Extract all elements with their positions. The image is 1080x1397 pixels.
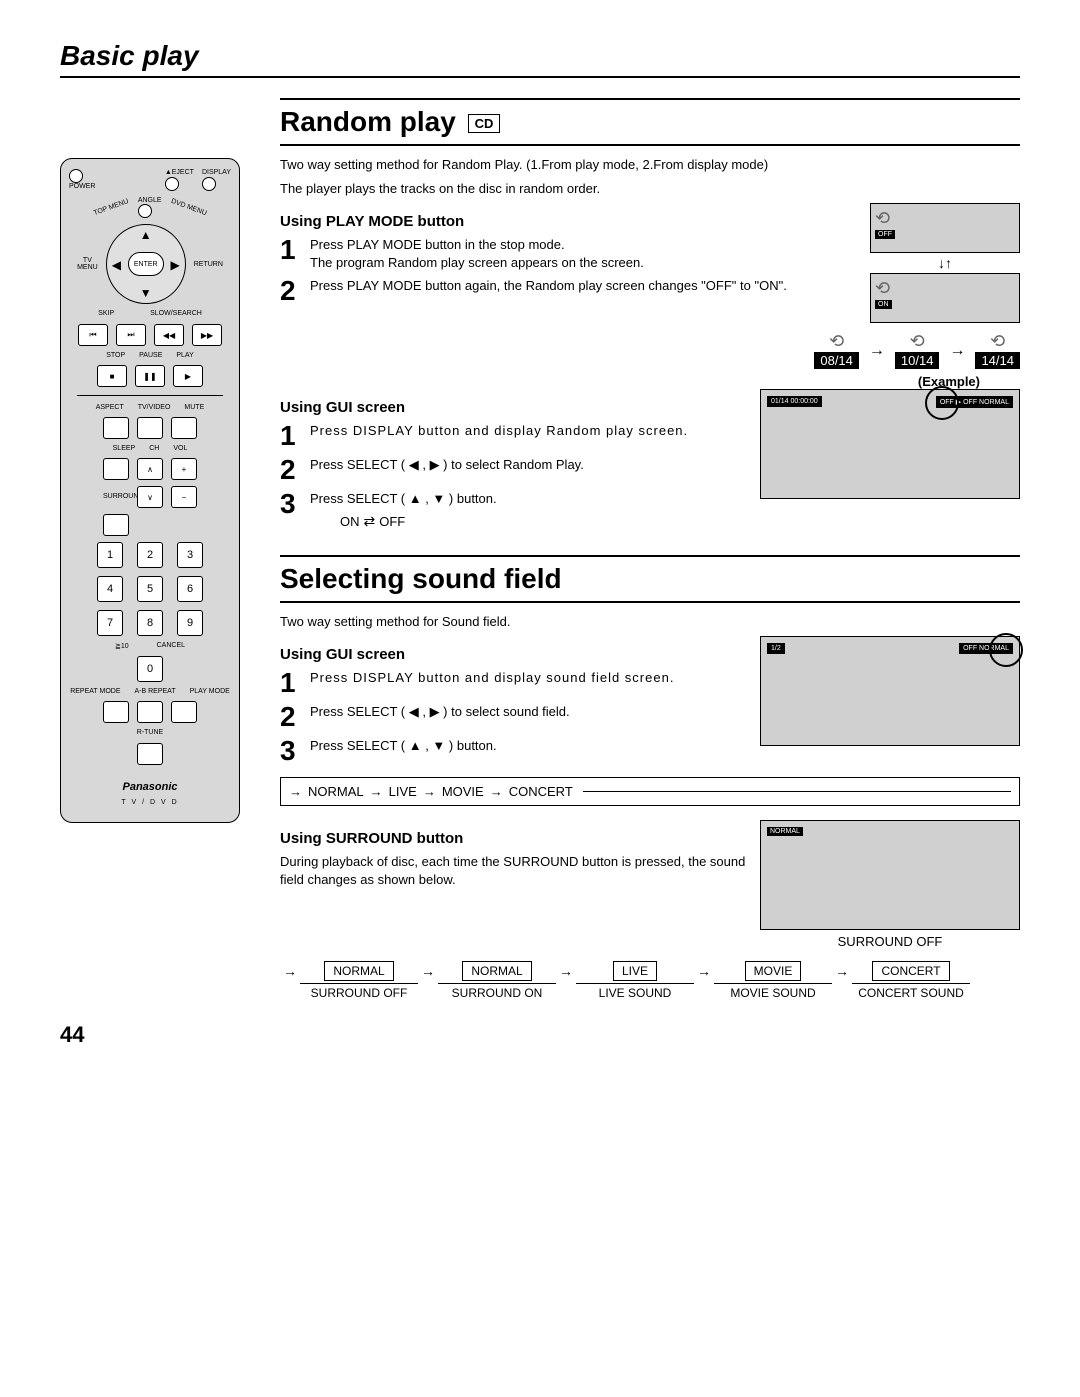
step-text: Press SELECT ( ▲ , ▼ ) button. ON⇄OFF xyxy=(310,490,750,530)
power-button[interactable] xyxy=(69,169,83,183)
key-2[interactable]: 2 xyxy=(137,542,163,568)
osd-arrows: ↓↑ xyxy=(938,255,952,271)
step-text: Press DISPLAY button and display Random … xyxy=(310,422,750,440)
key-8[interactable]: 8 xyxy=(137,610,163,636)
brand-label: Panasonic xyxy=(122,781,177,793)
osd-gui-sound: 1/2 OFF NORMAL xyxy=(760,636,1020,746)
osd-on: ⟲ON xyxy=(870,273,1020,323)
step-text: Press SELECT ( ▲ , ▼ ) button. xyxy=(310,737,750,755)
step-text: Press SELECT ( ◀ , ▶ ) to select sound f… xyxy=(310,703,750,721)
stop-button[interactable]: ■ xyxy=(97,365,127,387)
pause-button[interactable]: ❚❚ xyxy=(135,365,165,387)
key-6[interactable]: 6 xyxy=(177,576,203,602)
abrepeat-button[interactable] xyxy=(137,701,163,723)
track-sequence: ⟲08/14 → ⟲10/14 → ⟲14/14 xyxy=(280,331,1020,370)
down-arrow-icon[interactable]: ▼ xyxy=(140,286,152,300)
vol-down-button[interactable]: − xyxy=(171,486,197,508)
number-keypad: 1 2 3 4 5 6 7 8 9 xyxy=(97,542,203,636)
key-9[interactable]: 9 xyxy=(177,610,203,636)
rp-intro-2: The player plays the tracks on the disc … xyxy=(280,180,1020,198)
brand-sub: T V / D V D xyxy=(121,799,178,806)
surround-text: During playback of disc, each time the S… xyxy=(280,853,750,888)
heading-play-mode: Using PLAY MODE button xyxy=(280,213,860,230)
sf-intro: Two way setting method for Sound field. xyxy=(280,613,1020,631)
osd-off: ⟲OFF xyxy=(870,203,1020,253)
key-4[interactable]: 4 xyxy=(97,576,123,602)
step-text: Press SELECT ( ◀ , ▶ ) to select Random … xyxy=(310,456,750,474)
key-3[interactable]: 3 xyxy=(177,542,203,568)
step-text: Press DISPLAY button and display sound f… xyxy=(310,669,750,687)
cd-tag: CD xyxy=(468,114,501,133)
step-num: 2 xyxy=(280,456,302,484)
ch-up-button[interactable]: ∧ xyxy=(137,458,163,480)
step-num: 1 xyxy=(280,236,302,264)
repeat-button[interactable] xyxy=(103,701,129,723)
sleep-button[interactable] xyxy=(103,458,129,480)
step-num: 2 xyxy=(280,277,302,305)
heading-gui-1: Using GUI screen xyxy=(280,399,750,416)
key-5[interactable]: 5 xyxy=(137,576,163,602)
eject-button[interactable] xyxy=(165,177,179,191)
remote-control: POWER ▲EJECT DISPLAY TOP MENU ANGLE DVD … xyxy=(60,158,240,823)
osd-surround: NORMAL xyxy=(760,820,1020,930)
track-icon: ⟲ xyxy=(910,331,925,351)
rp-intro-1: Two way setting method for Random Play. … xyxy=(280,156,1020,174)
heading-surround: Using SURROUND button xyxy=(280,830,750,847)
sound-flow: →NORMAL →LIVE →MOVIE →CONCERT xyxy=(280,777,1020,806)
example-label: (Example) xyxy=(280,374,980,389)
page-header: Basic play xyxy=(60,40,1020,78)
rtune-button[interactable] xyxy=(137,743,163,765)
playmode-button[interactable] xyxy=(171,701,197,723)
heading-gui-2: Using GUI screen xyxy=(280,646,750,663)
surround-button[interactable] xyxy=(103,514,129,536)
key-1[interactable]: 1 xyxy=(97,542,123,568)
key-0[interactable]: 0 xyxy=(137,656,163,682)
skip-fwd-button[interactable]: ⏭ xyxy=(116,324,146,346)
step-num: 2 xyxy=(280,703,302,731)
angle-button[interactable] xyxy=(138,204,152,218)
osd-caption: SURROUND OFF xyxy=(760,934,1020,949)
skip-back-button[interactable]: ⏮ xyxy=(78,324,108,346)
highlight-circle xyxy=(925,386,959,420)
step-num: 1 xyxy=(280,422,302,450)
tvvideo-button[interactable] xyxy=(137,417,163,439)
key-7[interactable]: 7 xyxy=(97,610,123,636)
track-icon: ⟲ xyxy=(990,331,1005,351)
right-arrow-icon[interactable]: ▶ xyxy=(170,258,179,272)
search-fwd-button[interactable]: ▶▶ xyxy=(192,324,222,346)
search-back-button[interactable]: ◀◀ xyxy=(154,324,184,346)
mute-button[interactable] xyxy=(171,417,197,439)
ch-down-button[interactable]: ∨ xyxy=(137,486,163,508)
enter-button[interactable]: ENTER xyxy=(128,252,164,276)
step-text: Press PLAY MODE button again, the Random… xyxy=(310,277,860,295)
step-text: Press PLAY MODE button in the stop mode.… xyxy=(310,236,860,271)
section-sound-field: Selecting sound field xyxy=(280,555,1020,603)
step-num: 3 xyxy=(280,490,302,518)
step-num: 1 xyxy=(280,669,302,697)
play-button[interactable]: ▶ xyxy=(173,365,203,387)
left-arrow-icon[interactable]: ◀ xyxy=(112,258,121,272)
up-arrow-icon[interactable]: ▲ xyxy=(140,228,152,242)
section-random-play: Random play CD xyxy=(280,98,1020,146)
aspect-button[interactable] xyxy=(103,417,129,439)
vol-up-button[interactable]: + xyxy=(171,458,197,480)
track-icon: ⟲ xyxy=(829,331,844,351)
osd-gui-random: 01/14 00:00:00 OFF ▶ OFF NORMAL xyxy=(760,389,1020,499)
step-num: 3 xyxy=(280,737,302,765)
surround-table: →NORMAL →NORMAL →LIVE →MOVIE →CONCERT SU… xyxy=(280,959,1020,1002)
display-button[interactable] xyxy=(202,177,216,191)
highlight-circle xyxy=(989,633,1023,667)
page-number: 44 xyxy=(60,1022,1020,1048)
dpad[interactable]: ▲ ▼ ◀ ▶ ENTER xyxy=(106,224,186,304)
